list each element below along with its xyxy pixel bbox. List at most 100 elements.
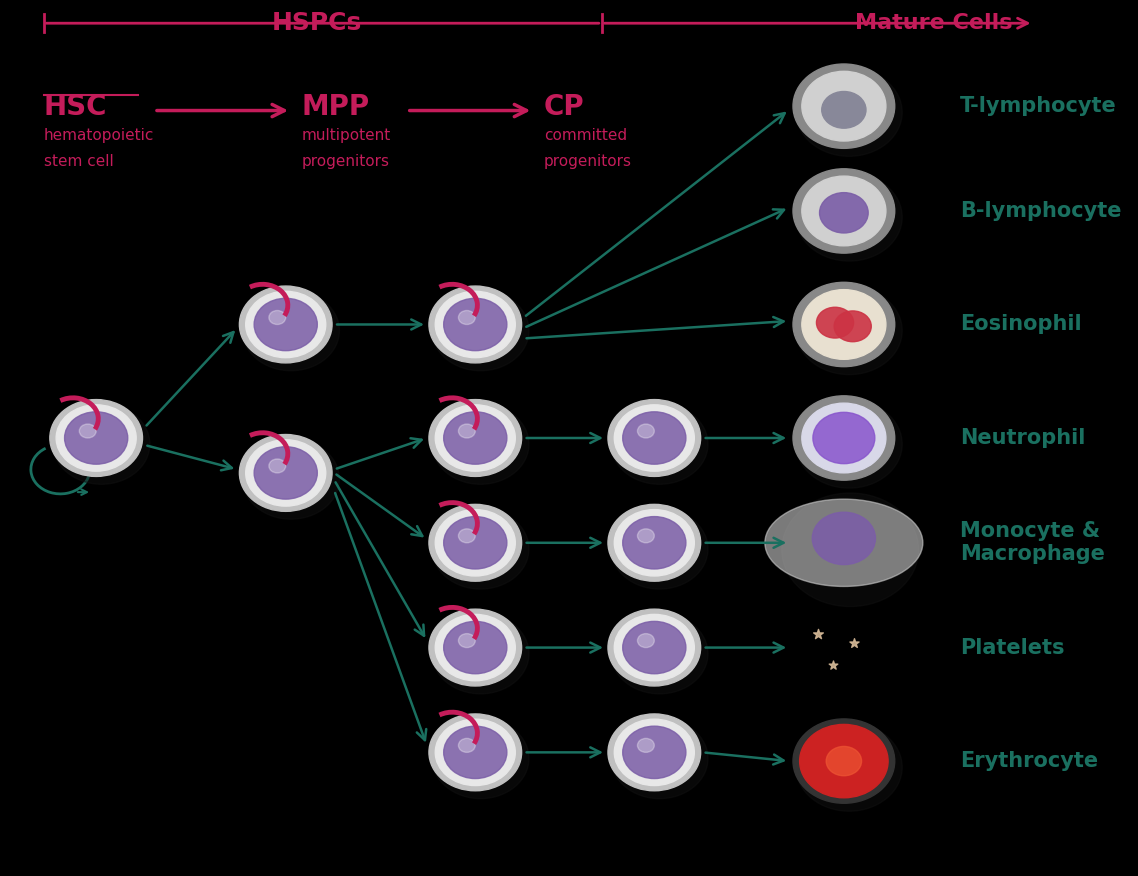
Circle shape — [637, 529, 654, 543]
Circle shape — [459, 310, 476, 324]
Circle shape — [793, 282, 894, 367]
Circle shape — [637, 633, 654, 647]
Circle shape — [622, 517, 686, 569]
Text: Neutrophil: Neutrophil — [959, 428, 1085, 448]
Circle shape — [435, 292, 516, 357]
Circle shape — [65, 412, 127, 464]
Circle shape — [444, 412, 506, 464]
Circle shape — [239, 434, 332, 512]
Circle shape — [242, 291, 339, 371]
Circle shape — [429, 399, 521, 477]
Text: HSPCs: HSPCs — [272, 11, 362, 35]
Text: Erythrocyte: Erythrocyte — [959, 751, 1098, 771]
Circle shape — [637, 424, 654, 438]
Circle shape — [793, 169, 894, 253]
Circle shape — [444, 726, 506, 779]
Circle shape — [432, 404, 529, 484]
Circle shape — [429, 505, 521, 581]
Circle shape — [254, 447, 318, 499]
Text: CP: CP — [544, 93, 584, 121]
Circle shape — [269, 310, 286, 324]
Text: hematopoietic: hematopoietic — [43, 128, 154, 143]
Circle shape — [432, 509, 529, 589]
Ellipse shape — [765, 499, 923, 586]
Text: multipotent: multipotent — [302, 128, 390, 143]
Circle shape — [615, 405, 694, 471]
Circle shape — [432, 613, 529, 694]
Text: stem cell: stem cell — [43, 154, 114, 169]
Circle shape — [622, 412, 686, 464]
Text: HSC: HSC — [43, 93, 107, 121]
Circle shape — [435, 719, 516, 786]
Text: B-lymphocyte: B-lymphocyte — [959, 201, 1121, 221]
Circle shape — [429, 286, 521, 363]
Circle shape — [797, 68, 902, 156]
Text: Eosinophil: Eosinophil — [959, 314, 1081, 335]
Circle shape — [793, 719, 894, 803]
Point — [846, 636, 864, 650]
Circle shape — [459, 633, 476, 647]
Circle shape — [813, 413, 875, 463]
Circle shape — [816, 307, 854, 338]
Circle shape — [608, 714, 701, 791]
Circle shape — [429, 714, 521, 791]
Circle shape — [622, 621, 686, 674]
Circle shape — [459, 424, 476, 438]
Circle shape — [819, 193, 868, 233]
Point — [824, 658, 842, 672]
Circle shape — [254, 299, 318, 350]
Circle shape — [50, 399, 142, 477]
Circle shape — [611, 718, 708, 799]
Circle shape — [802, 403, 885, 473]
Circle shape — [797, 400, 902, 488]
Text: progenitors: progenitors — [544, 154, 632, 169]
Circle shape — [797, 173, 902, 261]
Circle shape — [802, 290, 885, 359]
Circle shape — [429, 609, 521, 686]
Circle shape — [637, 738, 654, 752]
Circle shape — [782, 493, 918, 606]
Circle shape — [435, 510, 516, 576]
Point — [808, 627, 826, 641]
Circle shape — [246, 292, 325, 357]
Circle shape — [608, 399, 701, 477]
Circle shape — [444, 299, 506, 350]
Text: committed: committed — [544, 128, 627, 143]
Circle shape — [813, 512, 875, 565]
Circle shape — [826, 746, 861, 776]
Circle shape — [608, 609, 701, 686]
Circle shape — [435, 614, 516, 681]
Circle shape — [622, 726, 686, 779]
Circle shape — [239, 286, 332, 363]
Circle shape — [797, 724, 902, 811]
Text: Monocyte &
Macrophage: Monocyte & Macrophage — [959, 521, 1105, 564]
Circle shape — [608, 505, 701, 581]
Circle shape — [793, 396, 894, 480]
Circle shape — [615, 719, 694, 786]
Text: Platelets: Platelets — [959, 638, 1064, 658]
Circle shape — [435, 405, 516, 471]
Circle shape — [246, 440, 325, 506]
Circle shape — [800, 724, 888, 798]
Circle shape — [611, 509, 708, 589]
Text: progenitors: progenitors — [302, 154, 389, 169]
Circle shape — [432, 291, 529, 371]
Circle shape — [459, 738, 476, 752]
Circle shape — [797, 286, 902, 375]
Circle shape — [242, 439, 339, 519]
Circle shape — [56, 405, 137, 471]
Text: Mature Cells: Mature Cells — [855, 13, 1013, 33]
Circle shape — [611, 404, 708, 484]
Circle shape — [53, 404, 150, 484]
Circle shape — [615, 510, 694, 576]
Circle shape — [444, 517, 506, 569]
Circle shape — [793, 64, 894, 148]
Circle shape — [822, 91, 866, 128]
Circle shape — [834, 311, 872, 342]
Circle shape — [611, 613, 708, 694]
Text: MPP: MPP — [302, 93, 370, 121]
Circle shape — [269, 459, 286, 473]
Circle shape — [802, 71, 885, 141]
Circle shape — [432, 718, 529, 799]
Text: T-lymphocyte: T-lymphocyte — [959, 96, 1116, 117]
